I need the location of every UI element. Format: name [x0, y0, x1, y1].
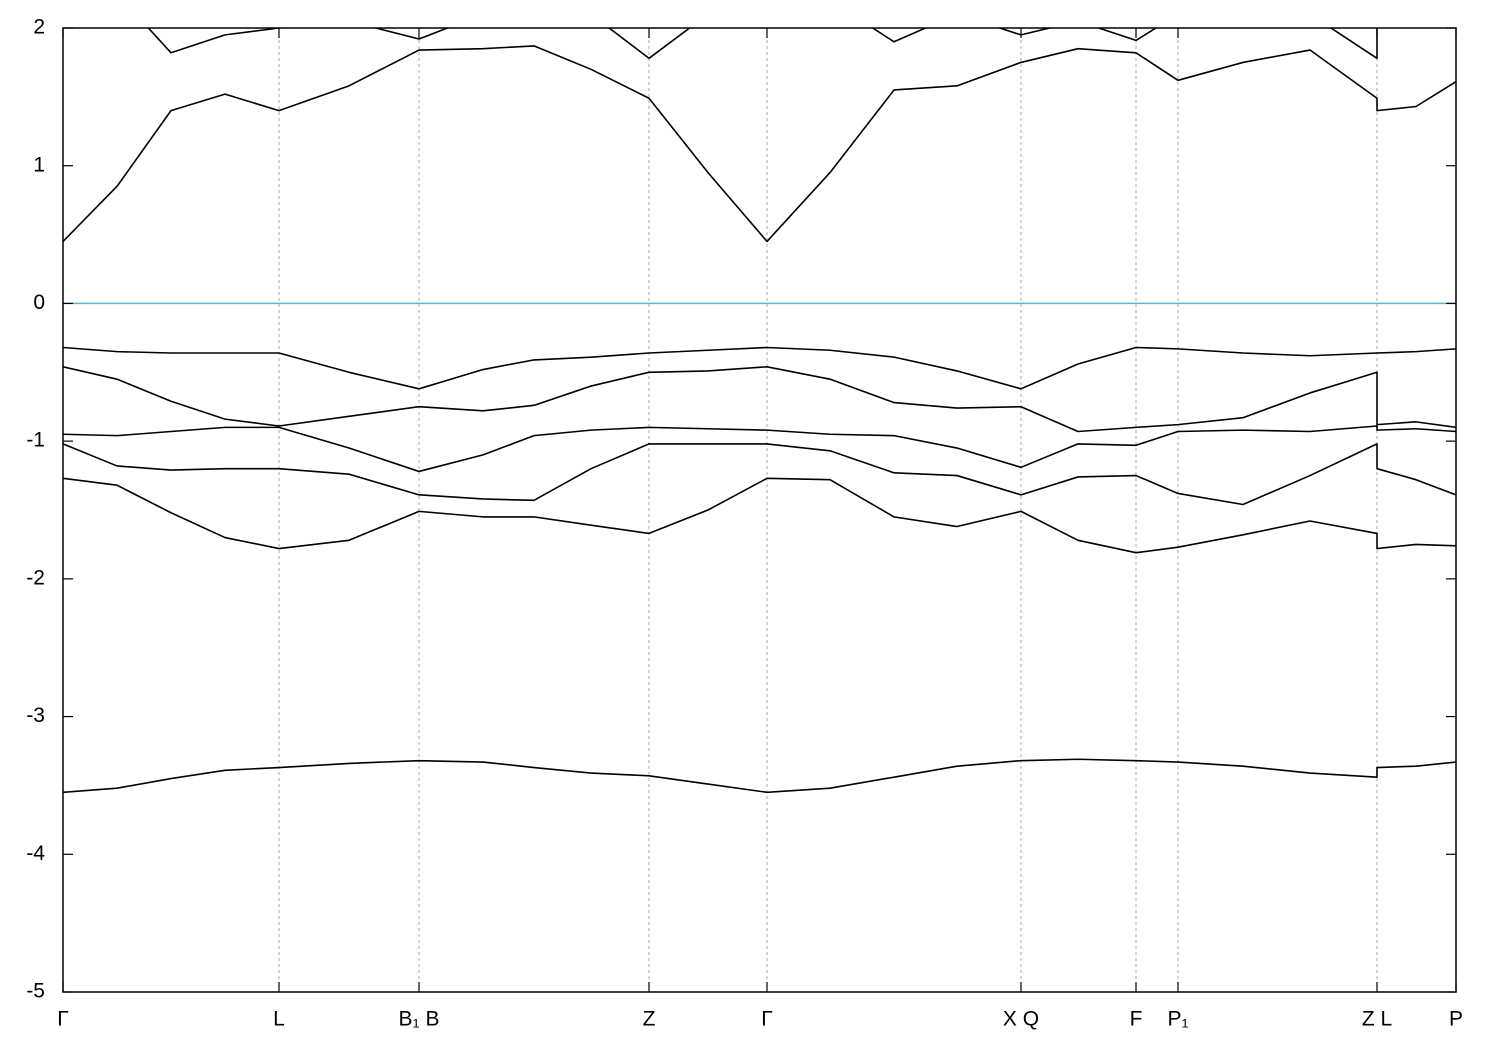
y-tick-label: 1: [33, 153, 45, 176]
x-tick-label: B₁ B: [399, 1008, 440, 1031]
band-line: [63, 477, 1456, 554]
band-line: [147, 28, 1378, 60]
x-tick-label: Γ: [57, 1008, 69, 1031]
grid: [62, 28, 1457, 992]
x-tick-label: Z L: [1362, 1008, 1392, 1031]
y-tick-label: 0: [33, 291, 45, 314]
band-line: [63, 346, 1456, 390]
y-tick-label: -5: [26, 980, 45, 1003]
y-tick-label: -2: [26, 566, 45, 589]
x-tick-label: Z: [643, 1008, 656, 1031]
y-tick-label: -1: [26, 429, 45, 452]
band-line: [63, 45, 1456, 243]
x-tick-label: X Q: [1003, 1008, 1039, 1031]
y-tick-label: 2: [33, 16, 45, 39]
x-tick-label: P: [1449, 1008, 1463, 1031]
band-line: [63, 758, 1456, 794]
band-line: [63, 425, 1456, 473]
y-tick-label: -3: [26, 704, 45, 727]
x-tick-label: P₁: [1167, 1008, 1188, 1031]
plot-frame: [62, 27, 1457, 993]
band-line: [63, 365, 1456, 433]
x-tick-label: Γ: [761, 1008, 773, 1031]
y-tick-label: -4: [26, 842, 45, 865]
x-tick-label: F: [1130, 1008, 1143, 1031]
band-line: [63, 443, 1456, 506]
plot-area: [63, 28, 1456, 794]
x-tick-label: L: [273, 1008, 285, 1031]
